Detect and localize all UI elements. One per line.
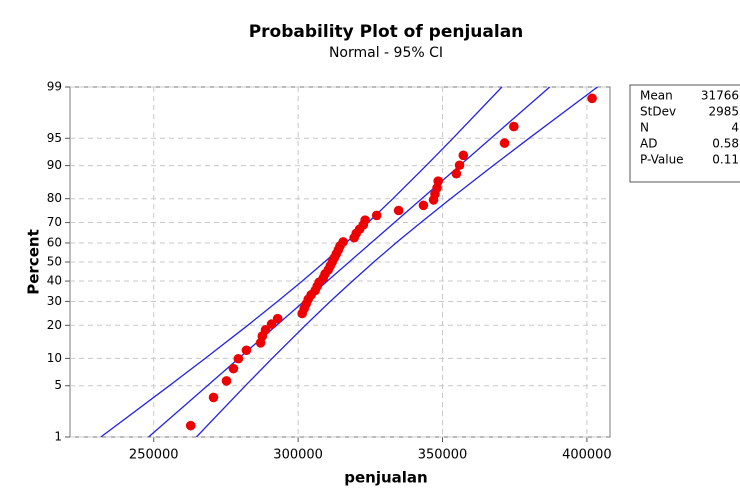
- stat-value: 0.58: [712, 137, 739, 151]
- y-tick-label: 50: [47, 255, 62, 269]
- fit-line: [100, 87, 503, 437]
- data-point: [499, 138, 510, 148]
- data-point: [587, 93, 597, 104]
- data-point: [208, 392, 219, 403]
- stat-label: P-Value: [640, 153, 684, 167]
- y-axis-label: Percent: [25, 229, 43, 294]
- data-point: [360, 215, 370, 225]
- chart-title: Probability Plot of penjualan: [249, 22, 524, 42]
- y-tick-label: 70: [47, 215, 62, 229]
- y-tick-label: 30: [47, 294, 62, 308]
- data-point: [272, 313, 283, 324]
- data-point: [393, 205, 404, 216]
- y-tick-label: 20: [47, 318, 62, 332]
- data-point: [418, 200, 429, 211]
- data-point: [260, 325, 271, 335]
- fit-line: [195, 87, 598, 437]
- data-point: [228, 363, 239, 374]
- data-point: [451, 168, 462, 179]
- y-tick-label: 5: [54, 378, 62, 392]
- stats-box: [629, 84, 740, 183]
- stat-value: 2985: [708, 105, 739, 119]
- data-point: [371, 210, 382, 221]
- stat-label: AD: [640, 137, 657, 151]
- stat-value: 4: [731, 121, 739, 135]
- x-tick-label: 250000: [129, 448, 179, 463]
- data-point: [454, 160, 465, 171]
- stat-label: StDev: [640, 105, 676, 119]
- y-tick-label: 95: [47, 131, 62, 145]
- stat-label: Mean: [640, 89, 673, 103]
- y-tick-label: 99: [47, 80, 62, 94]
- data-point: [509, 121, 519, 132]
- y-tick-label: 40: [47, 274, 62, 288]
- data-point: [458, 150, 469, 161]
- data-point: [221, 376, 232, 386]
- fit-line: [148, 87, 551, 437]
- y-tick-label: 80: [47, 191, 62, 205]
- y-tick-label: 90: [47, 158, 62, 172]
- stat-value: 31766: [701, 89, 739, 103]
- y-tick-label: 60: [47, 235, 62, 249]
- data-point: [433, 176, 443, 187]
- stat-value: 0.11: [712, 153, 739, 167]
- stat-label: N: [640, 121, 649, 135]
- x-tick-label: 350000: [418, 448, 468, 463]
- y-tick-label: 1: [54, 430, 62, 444]
- data-point: [233, 353, 244, 364]
- data-point: [338, 237, 348, 247]
- data-point: [241, 345, 252, 356]
- x-axis-label: penjualan: [344, 469, 427, 487]
- x-tick-label: 300000: [273, 448, 323, 463]
- data-point: [185, 420, 196, 431]
- chart-subtitle: Normal - 95% CI: [329, 45, 443, 61]
- x-tick-label: 400000: [562, 448, 612, 463]
- y-tick-label: 10: [47, 351, 62, 365]
